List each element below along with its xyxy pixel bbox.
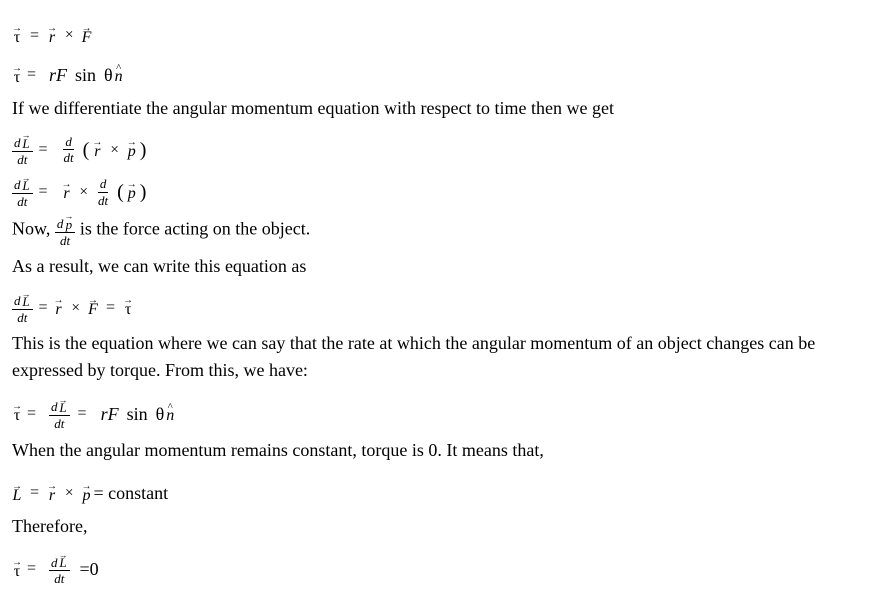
vec-tau: →τ bbox=[12, 26, 22, 45]
equation-2: →τ = rF sin θ ^n bbox=[12, 52, 883, 89]
cross: × bbox=[59, 24, 79, 47]
equation-7: →τ = d→L dt = rF sin θ ^n bbox=[12, 390, 883, 430]
prose-4: This is the equation where we can say th… bbox=[12, 330, 872, 384]
equals: = bbox=[24, 24, 45, 48]
equation-9: →τ = d→L dt =0 bbox=[12, 546, 883, 586]
prose-2: Now, d→p dt is the force acting on the o… bbox=[12, 214, 883, 247]
prose-6: Therefore, bbox=[12, 513, 883, 540]
equation-4: d→L dt = →r × d dt ( →p ) bbox=[12, 170, 883, 208]
prose-3: As a result, we can write this equation … bbox=[12, 253, 883, 280]
equation-6: d→L dt = →r × →F = →τ bbox=[12, 286, 883, 324]
prose-5: When the angular momentum remains consta… bbox=[12, 437, 883, 464]
prose-1: If we differentiate the angular momentum… bbox=[12, 95, 883, 122]
vec-r: →r bbox=[47, 26, 57, 45]
vec-F: →F bbox=[82, 26, 92, 45]
equation-8: →L = →r × →p = constant bbox=[12, 470, 883, 507]
equation-1: →τ = →r × →F bbox=[12, 12, 883, 48]
equation-3: d→L dt = d dt ( →r × →p ) bbox=[12, 128, 883, 166]
